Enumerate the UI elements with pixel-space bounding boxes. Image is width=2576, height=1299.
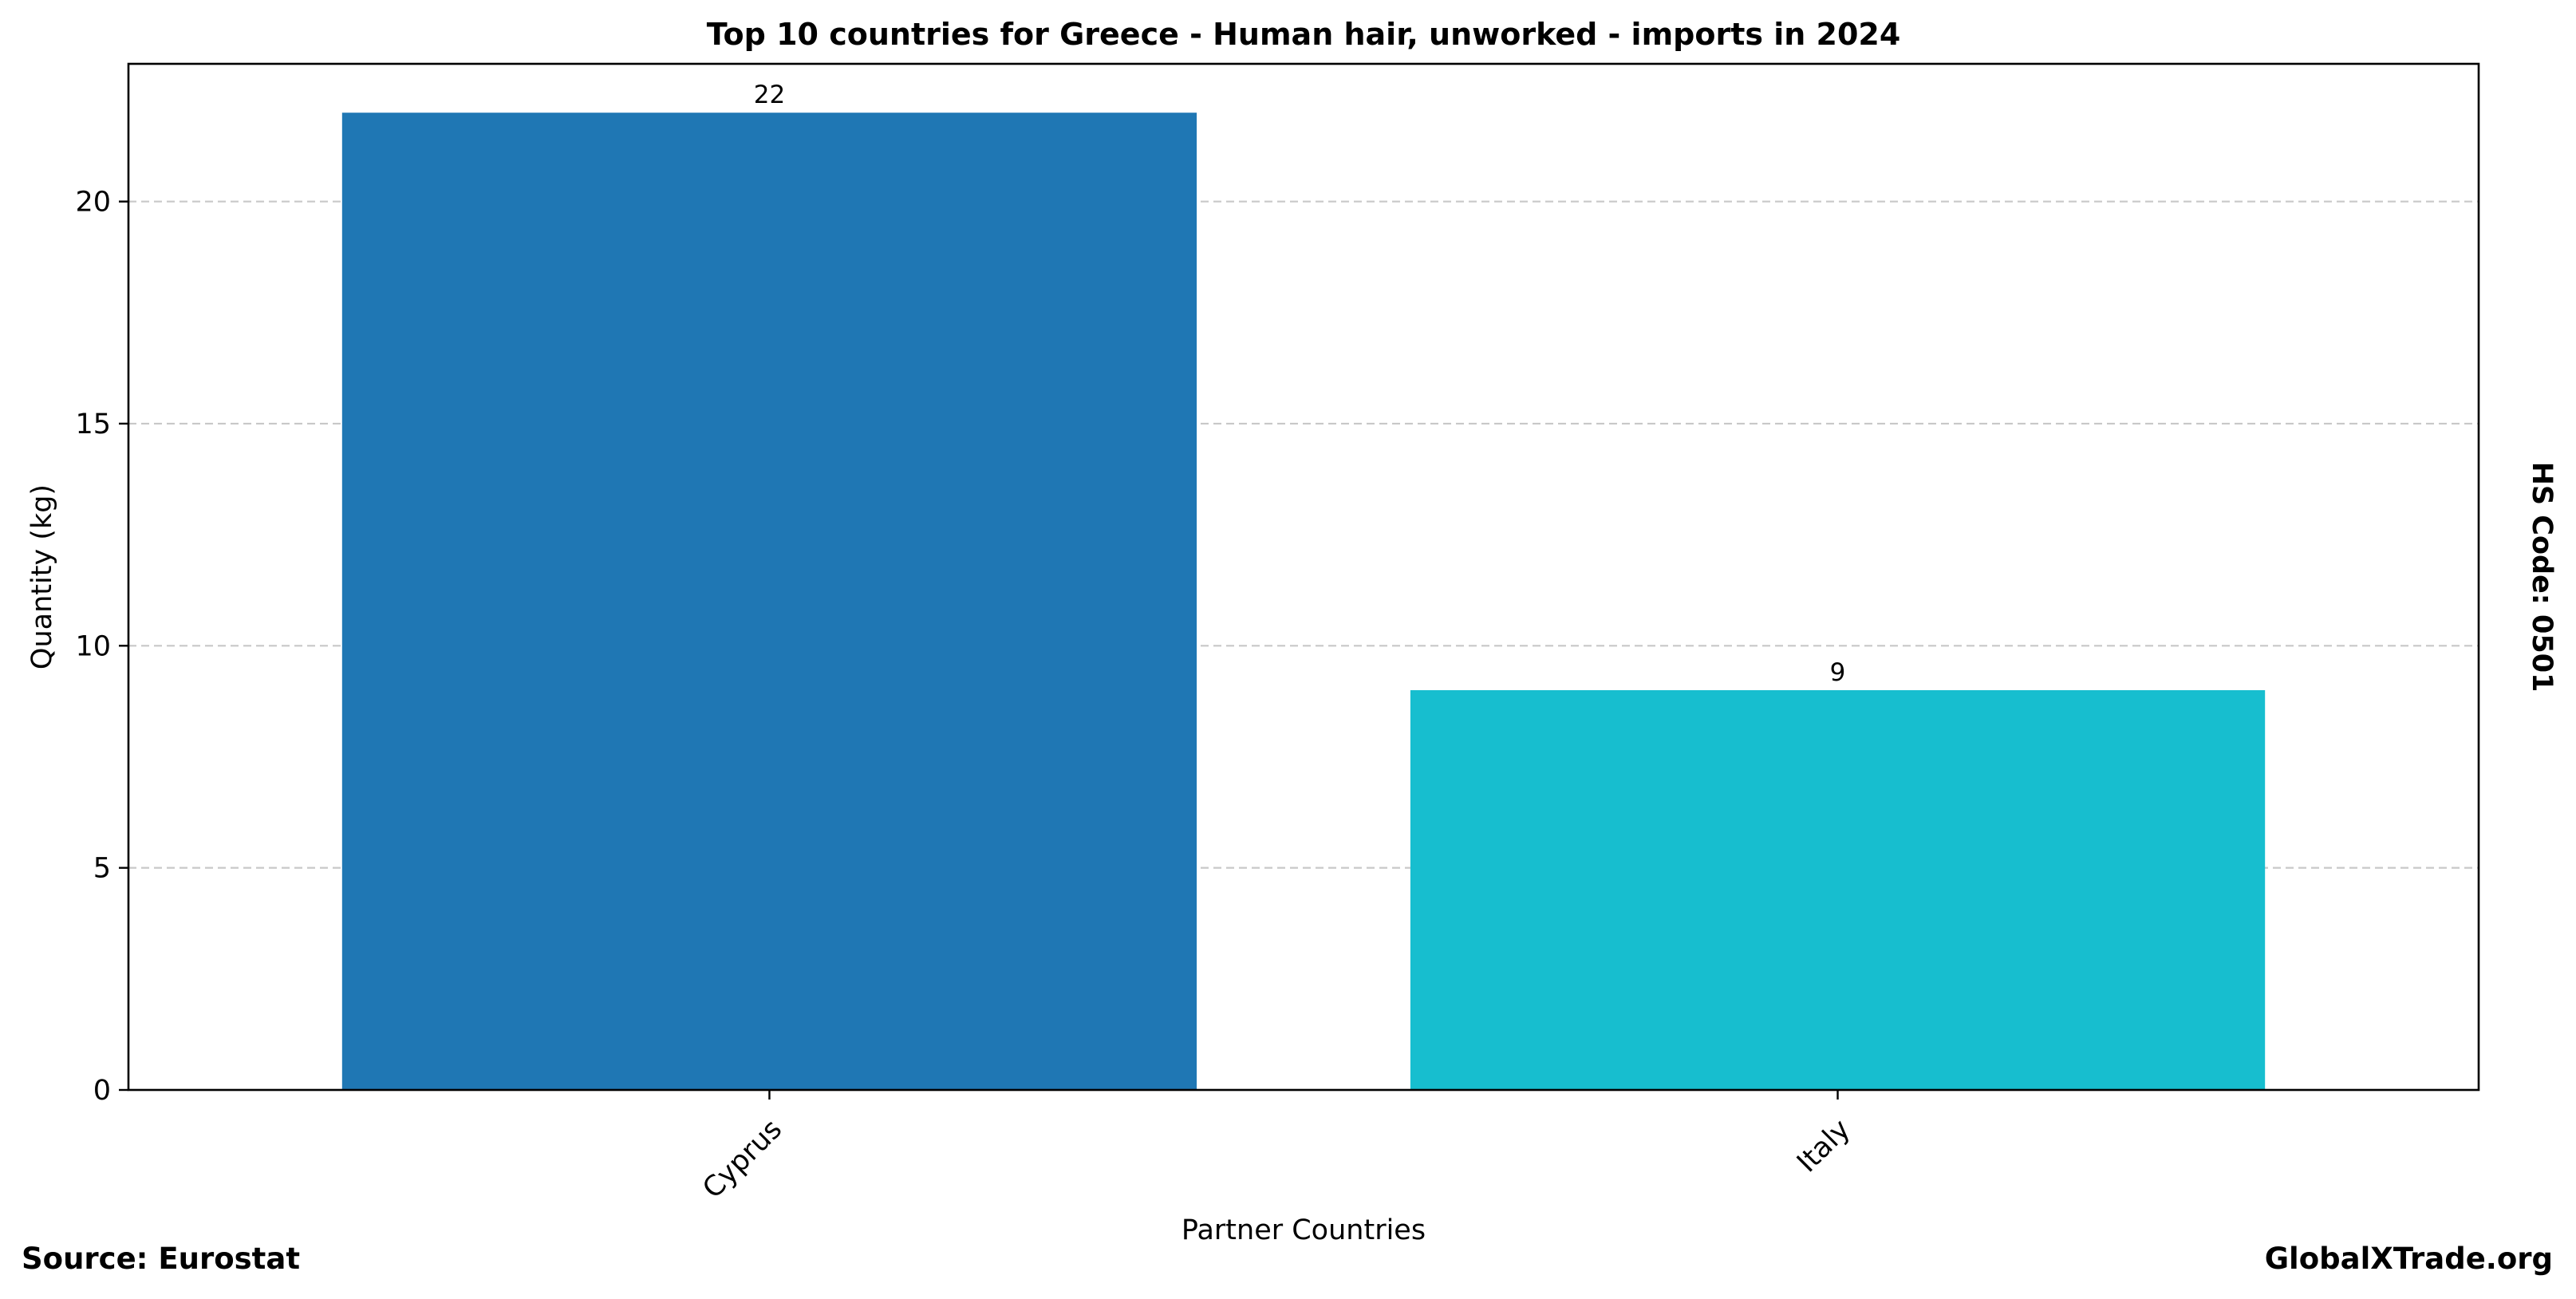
bar-italy — [1410, 689, 2266, 1090]
y-tick-label: 20 — [75, 187, 111, 219]
hs-code-label: HS Code: 0501 — [2526, 462, 2558, 693]
y-tick-label: 15 — [75, 409, 111, 440]
source-label: Source: Eurostat — [22, 1242, 300, 1276]
watermark-label: GlobalXTrade.org — [2265, 1242, 2553, 1276]
x-axis-label: Partner Countries — [1181, 1214, 1426, 1246]
plot-frame — [127, 62, 2480, 1092]
y-axis-ticks: 0 5 10 15 20 — [75, 187, 128, 1107]
bar-value-label: 22 — [754, 81, 785, 109]
bars — [341, 113, 2266, 1091]
y-axis-label: Quantity (kg) — [26, 484, 58, 669]
bar-value-label: 9 — [1830, 658, 1846, 687]
y-tick-label: 0 — [93, 1075, 111, 1107]
bar-cyprus — [341, 113, 1197, 1091]
y-tick-label: 10 — [75, 630, 111, 662]
chart-title: Top 10 countries for Greece - Human hair… — [707, 17, 1901, 52]
y-tick-label: 5 — [93, 853, 111, 885]
bar-value-labels: 22 9 — [754, 81, 1846, 687]
